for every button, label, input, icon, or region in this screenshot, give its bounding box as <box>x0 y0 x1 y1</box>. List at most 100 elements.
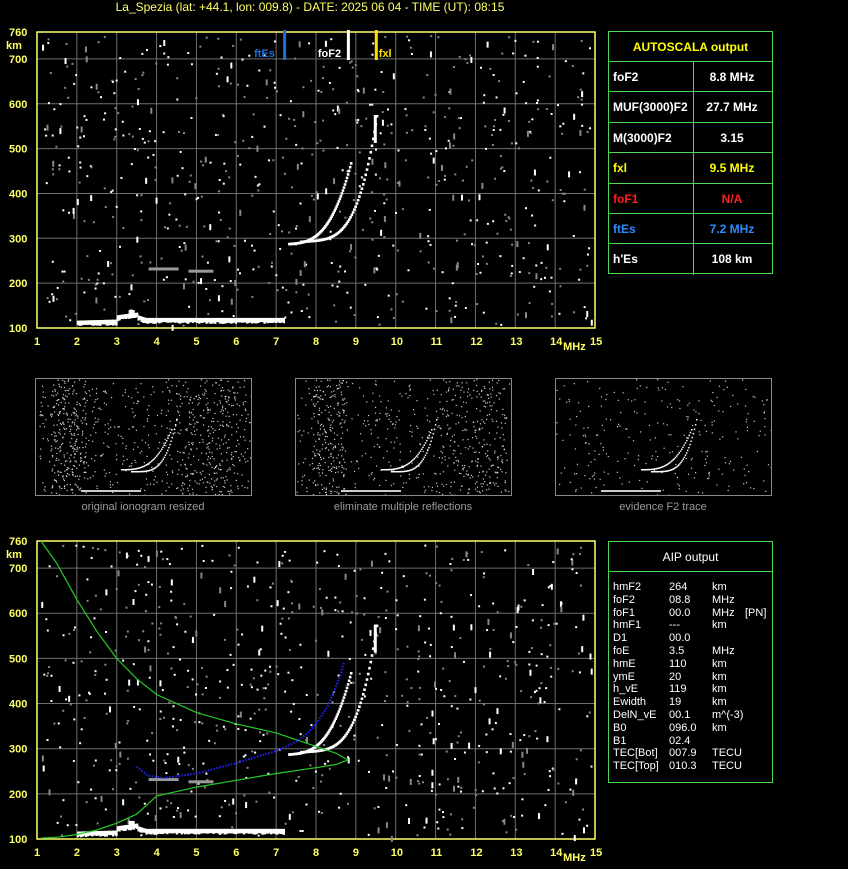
noise-dot <box>378 323 381 326</box>
thumb-noise <box>498 398 500 400</box>
aip-row: hmF2 264 km <box>609 581 772 594</box>
thumb-noise <box>484 402 487 404</box>
noise-dot <box>344 270 347 273</box>
thumb-noise <box>202 409 205 412</box>
thumb-noise <box>416 425 418 427</box>
aip-key: B1 <box>613 734 627 747</box>
thumb-noise <box>227 380 229 383</box>
thumb-noise <box>445 381 447 383</box>
noise-dot <box>252 677 255 680</box>
thumb-noise <box>702 492 704 494</box>
x-tick-label: 14 <box>550 336 563 348</box>
thumb-noise <box>691 457 693 460</box>
thumb-noise <box>41 385 44 387</box>
thumb-noise <box>202 482 204 484</box>
e-layer-trace <box>161 828 164 835</box>
noise-dot <box>288 559 291 562</box>
noise-dot <box>228 554 231 557</box>
autoscala-row-fof1: foF1 N/A <box>609 183 772 214</box>
thumb-noise <box>230 484 232 487</box>
thumb-noise <box>221 424 223 427</box>
thumb-noise <box>620 411 622 414</box>
noise-dot <box>427 261 430 264</box>
thumb-noise <box>129 493 131 495</box>
thumb-noise <box>464 447 467 449</box>
thumb-noise <box>169 454 171 456</box>
thumb-noise <box>627 452 629 454</box>
thumb-noise <box>458 385 460 387</box>
thumb-noise <box>65 475 68 477</box>
thumb-trace <box>158 452 160 454</box>
thumb-noise <box>97 418 99 420</box>
thumb-trace <box>684 454 687 457</box>
noise-dot <box>147 156 150 159</box>
thumb-noise <box>698 400 700 402</box>
thumb-noise <box>85 452 87 454</box>
thumb-noise <box>204 389 206 391</box>
noise-dot <box>564 60 567 63</box>
noise-dot <box>516 241 519 248</box>
noise-dot <box>512 777 515 780</box>
aip-key: foE <box>613 644 630 657</box>
thumb-noise <box>85 443 87 445</box>
noise-dot <box>96 278 99 281</box>
noise-dot <box>386 124 389 127</box>
noise-dot <box>353 738 356 741</box>
thumb-noise <box>624 458 626 460</box>
noise-dot <box>450 569 453 572</box>
noise-dot <box>491 134 494 137</box>
thumb-trace <box>139 466 142 469</box>
thumb-noise <box>728 485 730 487</box>
noise-dot <box>47 42 50 45</box>
thumb-trace <box>381 469 383 471</box>
thumb-noise <box>500 491 502 493</box>
noise-dot <box>504 213 507 216</box>
noise-dot <box>209 161 212 164</box>
x-tick-label: 6 <box>233 336 239 348</box>
thumb-noise <box>356 461 359 463</box>
thumb-noise <box>408 385 410 388</box>
thumb-noise <box>678 488 680 490</box>
thumb-noise <box>455 460 457 462</box>
noise-dot <box>431 710 434 717</box>
noise-dot <box>557 782 560 785</box>
thumb-noise <box>488 432 491 434</box>
thumb-noise <box>72 472 74 474</box>
e-layer-trace <box>198 317 201 324</box>
noise-dot <box>195 630 198 637</box>
noise-dot <box>143 802 146 805</box>
thumb-noise <box>387 400 389 402</box>
thumb-trace <box>154 467 157 469</box>
thumb-trace <box>427 437 429 439</box>
e-layer-trace <box>102 319 105 325</box>
thumb-noise <box>76 450 78 452</box>
thumb-noise <box>765 490 767 492</box>
thumb-noise <box>429 420 431 423</box>
thumb-noise <box>64 402 67 404</box>
thumb-noise <box>208 442 210 445</box>
noise-dot <box>111 273 114 276</box>
f2-trace-x <box>375 624 379 628</box>
thumb-noise <box>690 459 692 461</box>
noise-dot <box>379 177 382 180</box>
thumb-trace <box>658 470 661 473</box>
thumb-noise <box>312 493 314 496</box>
thumb-noise <box>687 404 689 406</box>
thumb-noise <box>370 429 372 431</box>
thumb-noise <box>62 397 64 399</box>
noise-dot <box>124 70 127 73</box>
thumb-noise <box>743 468 745 470</box>
noise-dot <box>405 804 408 807</box>
thumb-noise <box>77 417 79 419</box>
thumb-noise <box>244 380 246 382</box>
noise-dot <box>383 215 386 222</box>
thumb-noise <box>90 434 92 436</box>
noise-dot <box>209 224 212 231</box>
noise-dot <box>185 225 188 228</box>
thumb-noise <box>77 486 79 488</box>
thumb-noise <box>192 442 194 444</box>
noise-dot <box>509 750 512 753</box>
e-layer-trace <box>279 317 282 324</box>
thumb-trace <box>646 468 648 471</box>
thumb-noise <box>341 471 343 473</box>
